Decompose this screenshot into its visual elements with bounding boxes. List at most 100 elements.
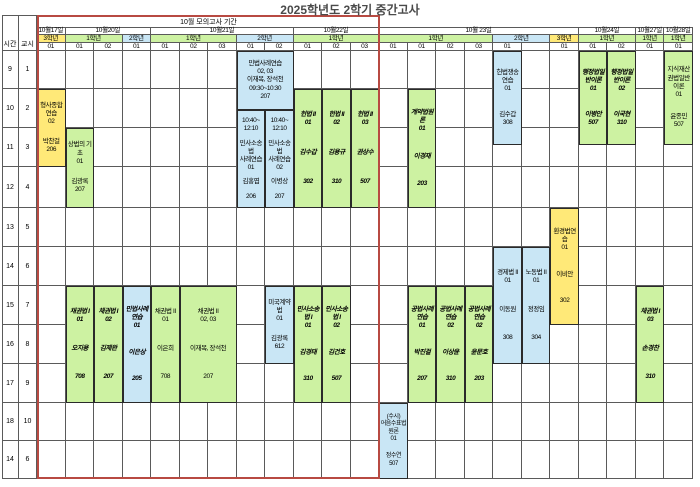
grid-cell bbox=[322, 403, 351, 441]
grid-cell bbox=[122, 167, 152, 208]
grid-cell bbox=[265, 441, 294, 479]
grid-cell bbox=[65, 89, 95, 128]
period-row-label: 4 bbox=[19, 167, 37, 208]
grid-cell bbox=[65, 441, 95, 479]
grid-cell bbox=[578, 128, 608, 167]
grade-header: 1학년 bbox=[151, 35, 237, 43]
grid-cell bbox=[94, 51, 123, 89]
grid-cell bbox=[151, 167, 180, 208]
grid-cell bbox=[151, 441, 180, 479]
grid-cell bbox=[350, 364, 380, 403]
course-cell: 헌법 II 03 권상수 507 bbox=[350, 89, 380, 208]
course-cell-text-group: 302 bbox=[551, 297, 578, 305]
grid-cell bbox=[550, 128, 579, 167]
course-cell-text-group: 이은상 bbox=[124, 349, 151, 357]
grid-cell bbox=[37, 247, 66, 286]
course-line: 이병안 bbox=[584, 110, 602, 118]
course-line: 김수갑 bbox=[299, 148, 317, 156]
grade-header: 2학년 bbox=[122, 35, 152, 43]
course-cell-text-group: 채권법 II 01 bbox=[152, 308, 179, 324]
grid-cell bbox=[550, 51, 579, 89]
course-line: 310 bbox=[303, 375, 313, 383]
grid-cell bbox=[436, 89, 465, 128]
grid-cell bbox=[236, 403, 266, 441]
course-cell-text-group: 채권법 I 01 bbox=[67, 308, 94, 324]
grid-cell bbox=[65, 247, 95, 286]
class-number-header: 03 bbox=[464, 43, 494, 51]
grid-cell bbox=[464, 208, 494, 247]
class-number-header bbox=[521, 43, 551, 51]
course-line: 경제법 II bbox=[497, 268, 519, 276]
course-line: 이비안 bbox=[556, 270, 573, 278]
grade-header: 1학년 bbox=[293, 35, 380, 43]
course-cell-text-group: 207 bbox=[266, 193, 293, 201]
grid-cell bbox=[37, 51, 66, 89]
course-cell-text-group: 공법사례연습 01 bbox=[409, 306, 436, 330]
grid-cell bbox=[436, 51, 465, 89]
grid-cell bbox=[550, 325, 579, 364]
grid-cell bbox=[578, 286, 608, 325]
grid-cell bbox=[493, 128, 522, 167]
grid-cell bbox=[464, 128, 494, 167]
course-cell-text-group: 윤문호 bbox=[466, 349, 493, 357]
course-cell-text-group: 김홍엽 bbox=[238, 178, 265, 186]
grid-cell bbox=[607, 364, 636, 403]
class-number-header: 02 bbox=[436, 43, 465, 51]
date-header: 10월21일 bbox=[151, 27, 294, 35]
grid-cell bbox=[94, 128, 123, 167]
course-cell-text-group: 708 bbox=[152, 373, 179, 381]
grid-cell bbox=[436, 167, 465, 208]
period-row-label: 6 bbox=[19, 441, 37, 479]
grid-cell bbox=[122, 208, 152, 247]
course-line: 행정법일반이론 bbox=[581, 69, 605, 85]
grid-cell bbox=[208, 208, 237, 247]
course-line: 507 bbox=[389, 460, 398, 467]
course-line: 02 bbox=[618, 85, 625, 93]
course-cell-text-group: 손경찬 bbox=[637, 345, 664, 353]
grade-header: 1학년 bbox=[379, 35, 494, 43]
course-line: 02 bbox=[447, 321, 454, 329]
grid-cell bbox=[578, 208, 608, 247]
grid-cell bbox=[94, 89, 123, 128]
course-cell-text-group: 김수갑 308 bbox=[494, 111, 521, 127]
class-number-header: 02 bbox=[607, 43, 636, 51]
grid-cell bbox=[379, 167, 408, 208]
course-line: 206 bbox=[46, 146, 57, 154]
grid-cell bbox=[379, 325, 408, 364]
grid-cell bbox=[664, 441, 693, 479]
course-line: 사례연습 bbox=[239, 155, 263, 163]
course-line: 이은희 bbox=[156, 344, 174, 352]
course-cell-text-group: 김제완 bbox=[95, 345, 122, 353]
grid-cell bbox=[122, 247, 152, 286]
course-cell-text-group: 310 bbox=[437, 375, 464, 383]
course-line: 김광록 bbox=[71, 178, 89, 186]
grid-cell bbox=[151, 128, 180, 167]
course-line: 207 bbox=[274, 192, 285, 200]
grid-cell bbox=[236, 247, 266, 286]
grid-cell bbox=[664, 403, 693, 441]
course-line: 207 bbox=[103, 373, 114, 381]
course-cell-text-group: 이비안 bbox=[551, 271, 578, 279]
grid-cell bbox=[550, 89, 579, 128]
course-line: 민사소송법 I bbox=[296, 305, 320, 321]
course-cell-text-group: 이국현 310 bbox=[608, 111, 635, 127]
grid-cell bbox=[664, 364, 693, 403]
course-line: 계약법원론 bbox=[410, 109, 434, 125]
grade-header: 1학년 bbox=[664, 35, 693, 43]
time-row-label: 17 bbox=[2, 364, 19, 403]
grade-header: 2학년 bbox=[236, 35, 294, 43]
grid-cell bbox=[521, 89, 551, 128]
date-header: 10월28일 bbox=[664, 27, 693, 35]
grid-cell bbox=[607, 167, 636, 208]
grid-cell bbox=[607, 128, 636, 167]
time-row-label: 18 bbox=[2, 403, 19, 441]
course-line: 이국현 bbox=[613, 110, 631, 118]
course-cell-text-group: 채권법 II 02, 03 bbox=[181, 308, 236, 324]
course-cell-text-group: 310 bbox=[637, 373, 664, 381]
course-line: 205 bbox=[131, 375, 142, 383]
course-line: 환경법연습 bbox=[553, 227, 576, 243]
grid-cell bbox=[635, 89, 665, 128]
grid-cell bbox=[521, 441, 551, 479]
course-cell: 상법의 기초 01 김광록 207 bbox=[65, 128, 95, 208]
grid-cell bbox=[350, 325, 380, 364]
